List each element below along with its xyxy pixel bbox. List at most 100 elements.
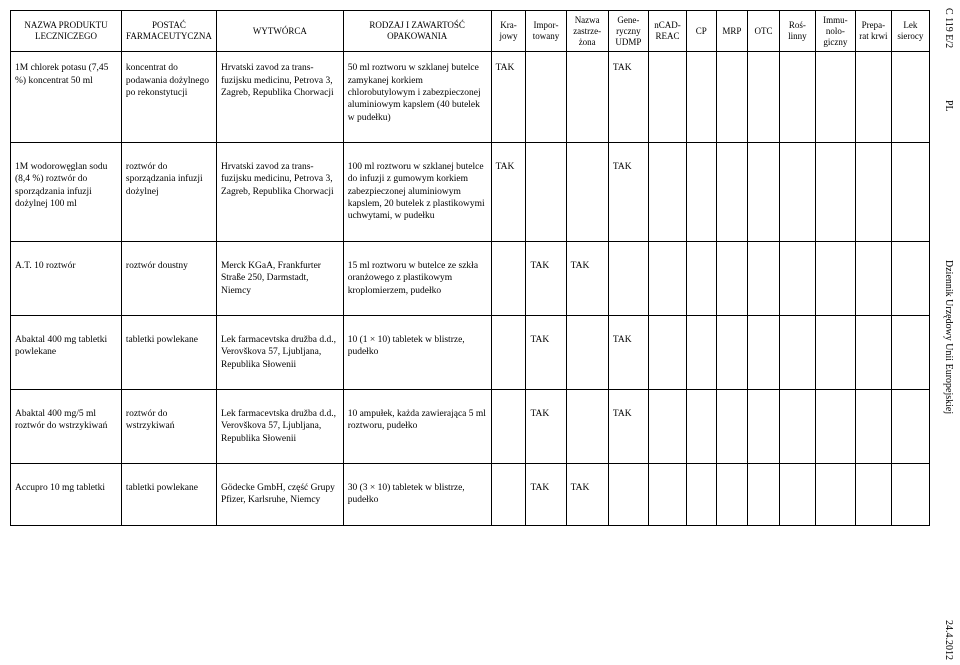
table-cell	[648, 143, 686, 242]
table-cell: A.T. 10 roztwór	[11, 241, 122, 315]
table-cell	[648, 389, 686, 463]
table-row: A.T. 10 roztwórroztwór doustnyMerck KGaA…	[11, 241, 930, 315]
table-cell: TAK	[566, 241, 608, 315]
table-row: 1M chlorek potasu (7,45 %) koncentrat 50…	[11, 52, 930, 143]
table-cell	[716, 463, 748, 525]
table-cell: tabletki powlekane	[121, 463, 216, 525]
table-cell	[491, 389, 526, 463]
table-cell	[779, 143, 815, 242]
table-cell: TAK	[608, 315, 648, 389]
col-rodzaj: RODZAJ I ZAWARTOŚĆ OPAKOWANIA	[343, 11, 491, 52]
table-cell	[855, 241, 891, 315]
table-cell	[566, 315, 608, 389]
table-cell: Lek farmacevtska družba d.d., Verovškova…	[216, 315, 343, 389]
table-cell	[716, 143, 748, 242]
col-nazwa-produktu: NAZWA PRODUKTU LECZNICZEGO	[11, 11, 122, 52]
table-cell: Accupro 10 mg tabletki	[11, 463, 122, 525]
table-cell: roztwór doustny	[121, 241, 216, 315]
table-row: Abaktal 400 mg/5 ml roztwór do wstrzyki­…	[11, 389, 930, 463]
table-cell	[779, 315, 815, 389]
col-otc: OTC	[748, 11, 780, 52]
col-nazwa-zastrzezona: Nazwa zastrze­żona	[566, 11, 608, 52]
table-cell	[748, 389, 780, 463]
table-cell: TAK	[526, 241, 566, 315]
table-cell	[779, 463, 815, 525]
table-cell: 1M wodorowęglan sodu (8,4 %) roztwór do …	[11, 143, 122, 242]
table-cell: 1M chlorek potasu (7,45 %) koncentrat 50…	[11, 52, 122, 143]
table-cell	[686, 315, 716, 389]
table-cell	[686, 143, 716, 242]
col-cp: CP	[686, 11, 716, 52]
table-cell: 10 ampułek, każda zawiera­jąca 5 ml rozt…	[343, 389, 491, 463]
table-cell	[686, 241, 716, 315]
table-cell	[686, 463, 716, 525]
table-cell	[855, 315, 891, 389]
table-cell: 100 ml roztworu w szklanej butelce do in…	[343, 143, 491, 242]
table-cell: TAK	[491, 52, 526, 143]
table-cell	[566, 389, 608, 463]
table-row: Accupro 10 mg tabletkitabletki powlekane…	[11, 463, 930, 525]
table-cell	[608, 241, 648, 315]
table-cell: TAK	[608, 52, 648, 143]
table-cell	[608, 463, 648, 525]
table-cell: tabletki powlekane	[121, 315, 216, 389]
table-cell	[566, 52, 608, 143]
table-cell: Abaktal 400 mg/5 ml roztwór do wstrzyki­…	[11, 389, 122, 463]
table-cell	[686, 389, 716, 463]
table-cell	[891, 52, 929, 143]
table-cell	[686, 52, 716, 143]
table-cell	[716, 241, 748, 315]
col-ncad: nCAD-REAC	[648, 11, 686, 52]
page-ref-bottom: 24.4.2012	[943, 620, 954, 660]
table-cell	[491, 463, 526, 525]
table-cell	[855, 463, 891, 525]
table-cell	[648, 463, 686, 525]
table-cell	[815, 143, 855, 242]
table-cell: Merck KGaA, Frankfurter Straße 250, Darm…	[216, 241, 343, 315]
table-cell: roztwór do wstrzykiwań	[121, 389, 216, 463]
table-cell	[648, 241, 686, 315]
table-cell	[855, 389, 891, 463]
col-immunologiczny: Immu­nolo­giczny	[815, 11, 855, 52]
table-cell	[526, 143, 566, 242]
col-lek-sierocy: Lek sierocy	[891, 11, 929, 52]
table-cell	[855, 52, 891, 143]
table-cell	[491, 241, 526, 315]
table-row: 1M wodorowęglan sodu (8,4 %) roztwór do …	[11, 143, 930, 242]
table-cell	[526, 52, 566, 143]
table-cell	[891, 389, 929, 463]
table-cell	[748, 52, 780, 143]
table-cell	[815, 241, 855, 315]
table-cell	[891, 315, 929, 389]
table-cell: TAK	[526, 389, 566, 463]
table-cell: TAK	[491, 143, 526, 242]
table-cell: koncentrat do podawania dożyl­nego po re…	[121, 52, 216, 143]
page-ref-pl: PL	[943, 100, 954, 112]
table-cell: TAK	[566, 463, 608, 525]
table-cell	[566, 143, 608, 242]
col-preparat-krwi: Prepa­rat krwi	[855, 11, 891, 52]
table-cell: 30 (3 × 10) tabletek w blist­rze, pudełk…	[343, 463, 491, 525]
table-cell	[748, 241, 780, 315]
table-cell: Gödecke GmbH, część Grupy Pfizer, Karlsr…	[216, 463, 343, 525]
table-cell: roztwór do sporządzania infuzji dożylnej	[121, 143, 216, 242]
table-cell	[491, 315, 526, 389]
col-mrp: MRP	[716, 11, 748, 52]
table-cell	[648, 52, 686, 143]
col-roslinny: Roś­linny	[779, 11, 815, 52]
table-cell: Hrvatski zavod za trans­fuzijsku medicin…	[216, 143, 343, 242]
table-cell	[748, 463, 780, 525]
col-krajowy: Kra­jowy	[491, 11, 526, 52]
table-cell: Lek farmacevtska družba d.d., Verovškova…	[216, 389, 343, 463]
col-importowany: Impor­towany	[526, 11, 566, 52]
table-cell	[779, 52, 815, 143]
table-cell	[748, 143, 780, 242]
table-cell	[815, 52, 855, 143]
table-cell	[855, 143, 891, 242]
table-cell	[815, 463, 855, 525]
table-cell: Hrvatski zavod za trans­fuzijsku medicin…	[216, 52, 343, 143]
table-cell	[891, 143, 929, 242]
page-ref-top: C 119 E/2	[943, 8, 954, 48]
table-cell: TAK	[526, 463, 566, 525]
table-cell: TAK	[608, 143, 648, 242]
